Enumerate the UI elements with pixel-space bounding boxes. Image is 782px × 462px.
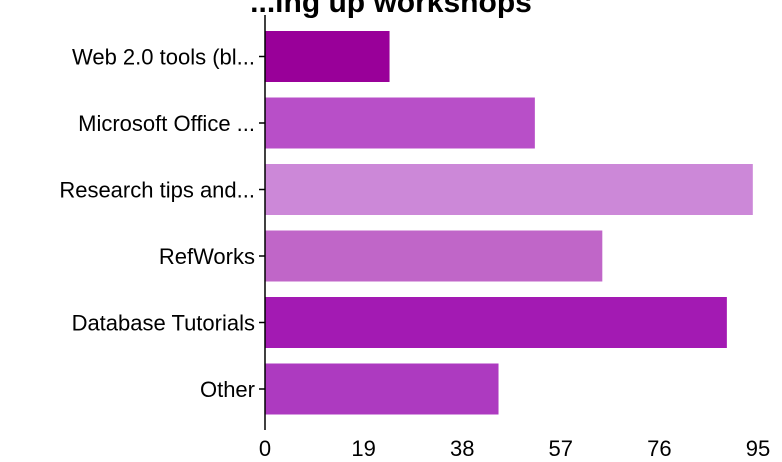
bar-1 — [265, 97, 535, 149]
chart-title: ...ing up workshops — [250, 0, 532, 19]
bar-2 — [265, 164, 753, 215]
category-label-3: RefWorks — [159, 244, 255, 269]
category-label-2: Research tips and... — [59, 178, 255, 203]
bars-group — [265, 31, 753, 415]
bar-4 — [265, 297, 727, 348]
bar-3 — [265, 230, 603, 282]
category-label-4: Database Tutorials — [72, 311, 255, 336]
x-tick-label-4: 76 — [647, 436, 671, 461]
bar-5 — [265, 363, 499, 415]
x-tick-label-5: 95 — [746, 436, 770, 461]
x-tick-label-0: 0 — [259, 436, 271, 461]
x-tick-labels-group: 0 19 38 57 76 95 — [259, 436, 770, 461]
x-tick-label-1: 19 — [351, 436, 375, 461]
category-labels-group: Web 2.0 tools (bl... Microsoft Office ...… — [59, 45, 255, 403]
category-label-0: Web 2.0 tools (bl... — [72, 45, 255, 70]
bar-0 — [265, 31, 390, 82]
category-label-1: Microsoft Office ... — [78, 111, 255, 136]
category-label-5: Other — [200, 377, 255, 402]
x-tick-label-3: 57 — [549, 436, 573, 461]
tick-marks-group — [259, 55, 265, 390]
x-tick-label-2: 38 — [450, 436, 474, 461]
